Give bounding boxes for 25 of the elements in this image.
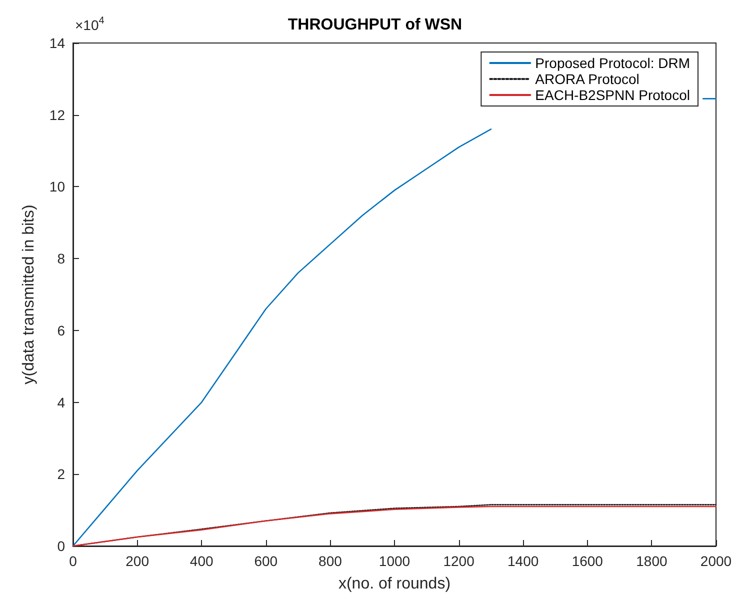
x-tick-label: 1000 <box>378 553 410 569</box>
legend-label: Proposed Protocol: DRM <box>535 55 690 71</box>
y-axis-title: y(data transmitted in bits) <box>20 204 38 384</box>
x-tick-label: 1800 <box>636 553 668 569</box>
x-tick-label: 200 <box>126 553 150 569</box>
y-tick-label: 0 <box>57 538 66 554</box>
y-tick-label: 2 <box>57 466 66 482</box>
y-tick-label: 10 <box>49 178 66 195</box>
legend-label: ARORA Protocol <box>535 71 640 87</box>
y-tick-label: 4 <box>57 394 66 410</box>
chart-title: THROUGHPUT of WSN <box>288 16 462 34</box>
x-tick-label: 600 <box>254 553 278 569</box>
x-axis-title: x(no. of rounds) <box>338 576 451 592</box>
x-tick-label: 0 <box>69 553 78 569</box>
x-tick-label: 400 <box>190 553 214 569</box>
legend-label: EACH-B2SPNN Protocol <box>535 87 690 103</box>
y-tick-label: 14 <box>49 35 66 51</box>
x-tick-label: 1400 <box>508 553 539 569</box>
x-tick-label: 1600 <box>572 553 604 569</box>
y-tick-label: 8 <box>57 250 66 267</box>
x-tick-label: 2000 <box>700 553 732 569</box>
x-tick-label: 1200 <box>443 553 475 569</box>
y-tick-label: 6 <box>57 322 66 338</box>
x-tick-label: 800 <box>318 553 342 569</box>
y-tick-label: 12 <box>49 106 66 123</box>
